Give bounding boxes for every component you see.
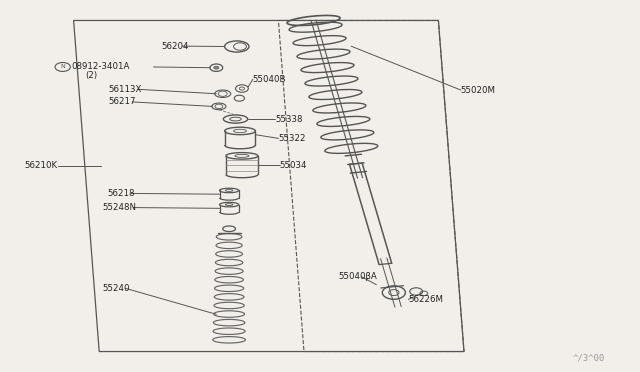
Text: 08912-3401A: 08912-3401A (72, 62, 130, 71)
Circle shape (214, 66, 219, 69)
Text: 56113X: 56113X (109, 85, 142, 94)
Text: N: N (60, 64, 65, 70)
Text: 55322: 55322 (278, 134, 306, 143)
Text: 55240: 55240 (102, 284, 130, 293)
Text: 56204: 56204 (161, 42, 189, 51)
Text: 56210K: 56210K (24, 161, 58, 170)
Text: 56217: 56217 (109, 97, 136, 106)
Text: 55034: 55034 (280, 161, 307, 170)
Text: (2): (2) (85, 71, 97, 80)
Text: 55040βA: 55040βA (338, 272, 377, 281)
Text: 55248N: 55248N (102, 203, 136, 212)
Text: ^/3^00: ^/3^00 (573, 353, 605, 362)
Text: 55020M: 55020M (461, 86, 496, 94)
Text: 56218: 56218 (108, 189, 135, 198)
Text: 55040B: 55040B (253, 75, 286, 84)
Text: 56226M: 56226M (408, 295, 444, 304)
Text: 55338: 55338 (275, 115, 303, 124)
